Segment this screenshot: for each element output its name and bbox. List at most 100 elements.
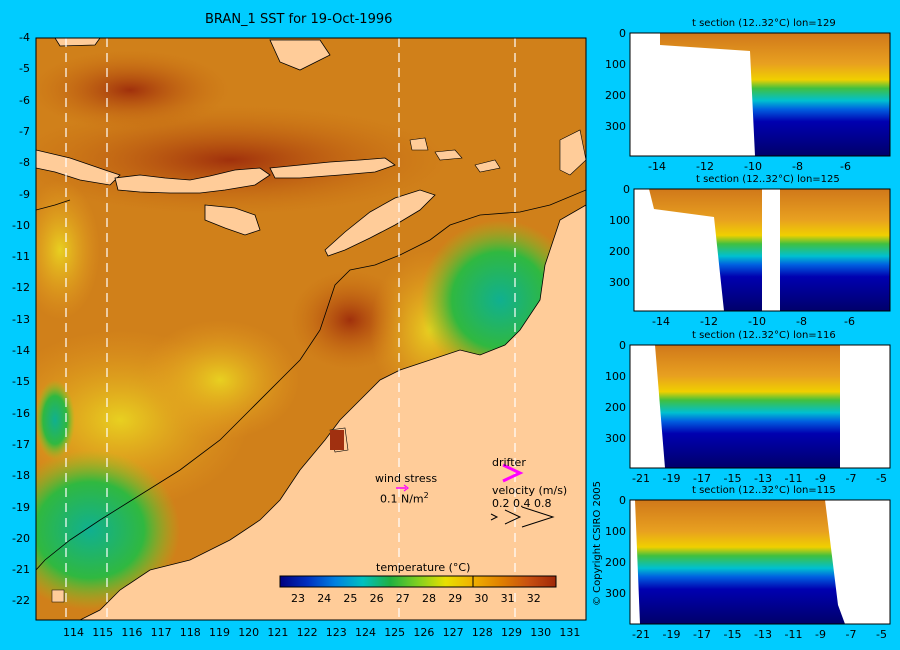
section-plot-2 <box>629 344 891 469</box>
section-lat-tick: -21 <box>632 628 650 641</box>
lat-tick-label: -16 <box>12 406 30 420</box>
colorbar-tick-label: 31 <box>500 592 515 605</box>
section-depth-tick: 100 <box>605 58 626 71</box>
section-lat-tick: -12 <box>696 160 714 173</box>
lon-tick-label: 123 <box>325 626 347 639</box>
wind-stress-label: wind stress <box>375 472 438 485</box>
section-plot-3 <box>629 499 891 625</box>
section-lat-tick: -17 <box>693 628 711 641</box>
colorbar-tick-label: 32 <box>526 592 541 605</box>
section-lat-tick: -11 <box>784 472 803 485</box>
lon-tick-label: 130 <box>530 626 552 639</box>
section-depth-tick: 0 <box>619 494 626 507</box>
lat-tick-label: -10 <box>12 218 30 232</box>
lon-tick-label: 131 <box>559 626 581 639</box>
section-lat-tick: -17 <box>693 472 711 485</box>
copyright-text: © Copyright CSIRO 2005 <box>592 481 603 606</box>
colorbar-label: temperature (°C) <box>376 561 471 574</box>
lat-tick-label: -21 <box>12 563 30 577</box>
section-lat-tick: -14 <box>648 160 666 173</box>
section-lat-tick: -8 <box>792 160 803 173</box>
section-lat-tick: -15 <box>723 472 742 485</box>
colorbar-tick-label: 23 <box>291 592 305 605</box>
section-depth-tick: 0 <box>619 27 626 40</box>
section-lat-tick: -5 <box>876 628 887 641</box>
section-lat-tick: -11 <box>784 628 803 641</box>
section-lat-tick: -15 <box>723 628 742 641</box>
section-depth-tick: 300 <box>605 587 626 600</box>
section-depth-tick: 100 <box>605 370 626 383</box>
map-title: BRAN_1 SST for 19-Oct-1996 <box>205 12 393 27</box>
section-depth-tick: 100 <box>609 214 630 227</box>
lon-tick-label: 114 <box>63 626 84 639</box>
section-lat-tick: -8 <box>796 315 807 328</box>
lat-tick-label: -12 <box>12 281 30 295</box>
section-depth-tick: 200 <box>605 401 626 414</box>
lat-tick-label: -20 <box>12 531 30 545</box>
lat-tick-label: -18 <box>12 469 30 483</box>
section-depth-tick: 0 <box>623 183 630 196</box>
section-title: t section (12..32°C) lon=125 <box>696 174 840 185</box>
lon-tick-label: 121 <box>267 626 289 639</box>
section-title: t section (12..32°C) lon=129 <box>692 18 836 29</box>
lat-tick-label: -14 <box>12 344 30 357</box>
section-lat-tick: -12 <box>700 315 718 328</box>
lon-tick-label: 128 <box>471 626 493 639</box>
section-title: t section (12..32°C) lon=116 <box>692 330 836 341</box>
lon-tick-label: 125 <box>384 626 406 639</box>
colorbar-tick-label: 29 <box>448 592 463 605</box>
lat-tick-label: -19 <box>12 500 30 514</box>
section-lat-tick: -6 <box>844 315 855 328</box>
lon-tick-label: 118 <box>179 626 201 639</box>
section-lat-tick: -10 <box>744 160 762 173</box>
velocity-label: velocity (m/s) <box>492 484 568 497</box>
lon-tick-label: 119 <box>209 626 230 639</box>
section-depth-tick: 300 <box>609 276 630 289</box>
section-lat-tick: -14 <box>652 315 670 328</box>
colorbar-tick-label: 27 <box>395 592 410 605</box>
lat-tick-label: -17 <box>12 437 30 451</box>
lat-tick-label: -9 <box>19 187 30 201</box>
lat-tick-label: -6 <box>19 93 30 107</box>
section-depth-tick: 200 <box>609 245 630 258</box>
section-lat-tick: -9 <box>815 472 826 485</box>
section-depth-tick: 200 <box>605 89 626 102</box>
colorbar-tick-label: 24 <box>317 592 332 605</box>
lon-tick-label: 122 <box>296 626 318 639</box>
lat-tick-label: -15 <box>12 375 30 389</box>
wind-stress-unit: 0.1 N/m2 <box>380 491 429 506</box>
lon-tick-label: 116 <box>121 626 143 639</box>
lon-tick-label: 120 <box>238 626 260 639</box>
section-lat-tick: -13 <box>754 472 772 485</box>
velocity-values: 0.2 0.4 0.8 <box>492 497 552 510</box>
colorbar-tick-label: 28 <box>422 592 436 605</box>
section-lat-tick: -19 <box>662 472 681 485</box>
drifter-label: drifter <box>492 456 526 469</box>
section-lat-tick: -6 <box>840 160 851 173</box>
colorbar-tick-label: 26 <box>369 592 384 605</box>
lon-tick-label: 117 <box>150 626 172 639</box>
section-depth-tick: 300 <box>605 120 626 133</box>
lon-tick-label: 126 <box>413 626 435 639</box>
lon-tick-label: 129 <box>501 626 522 639</box>
colorbar-tick-label: 30 <box>474 592 489 605</box>
section-lat-tick: -9 <box>815 628 826 641</box>
lat-tick-label: -13 <box>12 312 30 326</box>
lon-tick-label: 124 <box>355 626 376 639</box>
section-depth-tick: 300 <box>605 432 626 445</box>
section-lat-tick: -13 <box>754 628 772 641</box>
lat-tick-label: -11 <box>12 250 30 264</box>
section-title: t section (12..32°C) lon=115 <box>692 485 836 496</box>
section-lat-tick: -5 <box>876 472 887 485</box>
lon-tick-label: 115 <box>92 626 114 639</box>
section-depth-tick: 100 <box>605 525 626 538</box>
section-lat-tick: -21 <box>632 472 650 485</box>
lat-tick-label: -8 <box>19 156 30 170</box>
lat-tick-label: -7 <box>19 124 30 138</box>
lat-tick-label: -22 <box>12 594 30 608</box>
lat-tick-label: -5 <box>19 62 30 76</box>
section-depth-tick: 0 <box>619 339 626 352</box>
section-lat-tick: -19 <box>662 628 681 641</box>
section-plot-0 <box>629 32 891 157</box>
